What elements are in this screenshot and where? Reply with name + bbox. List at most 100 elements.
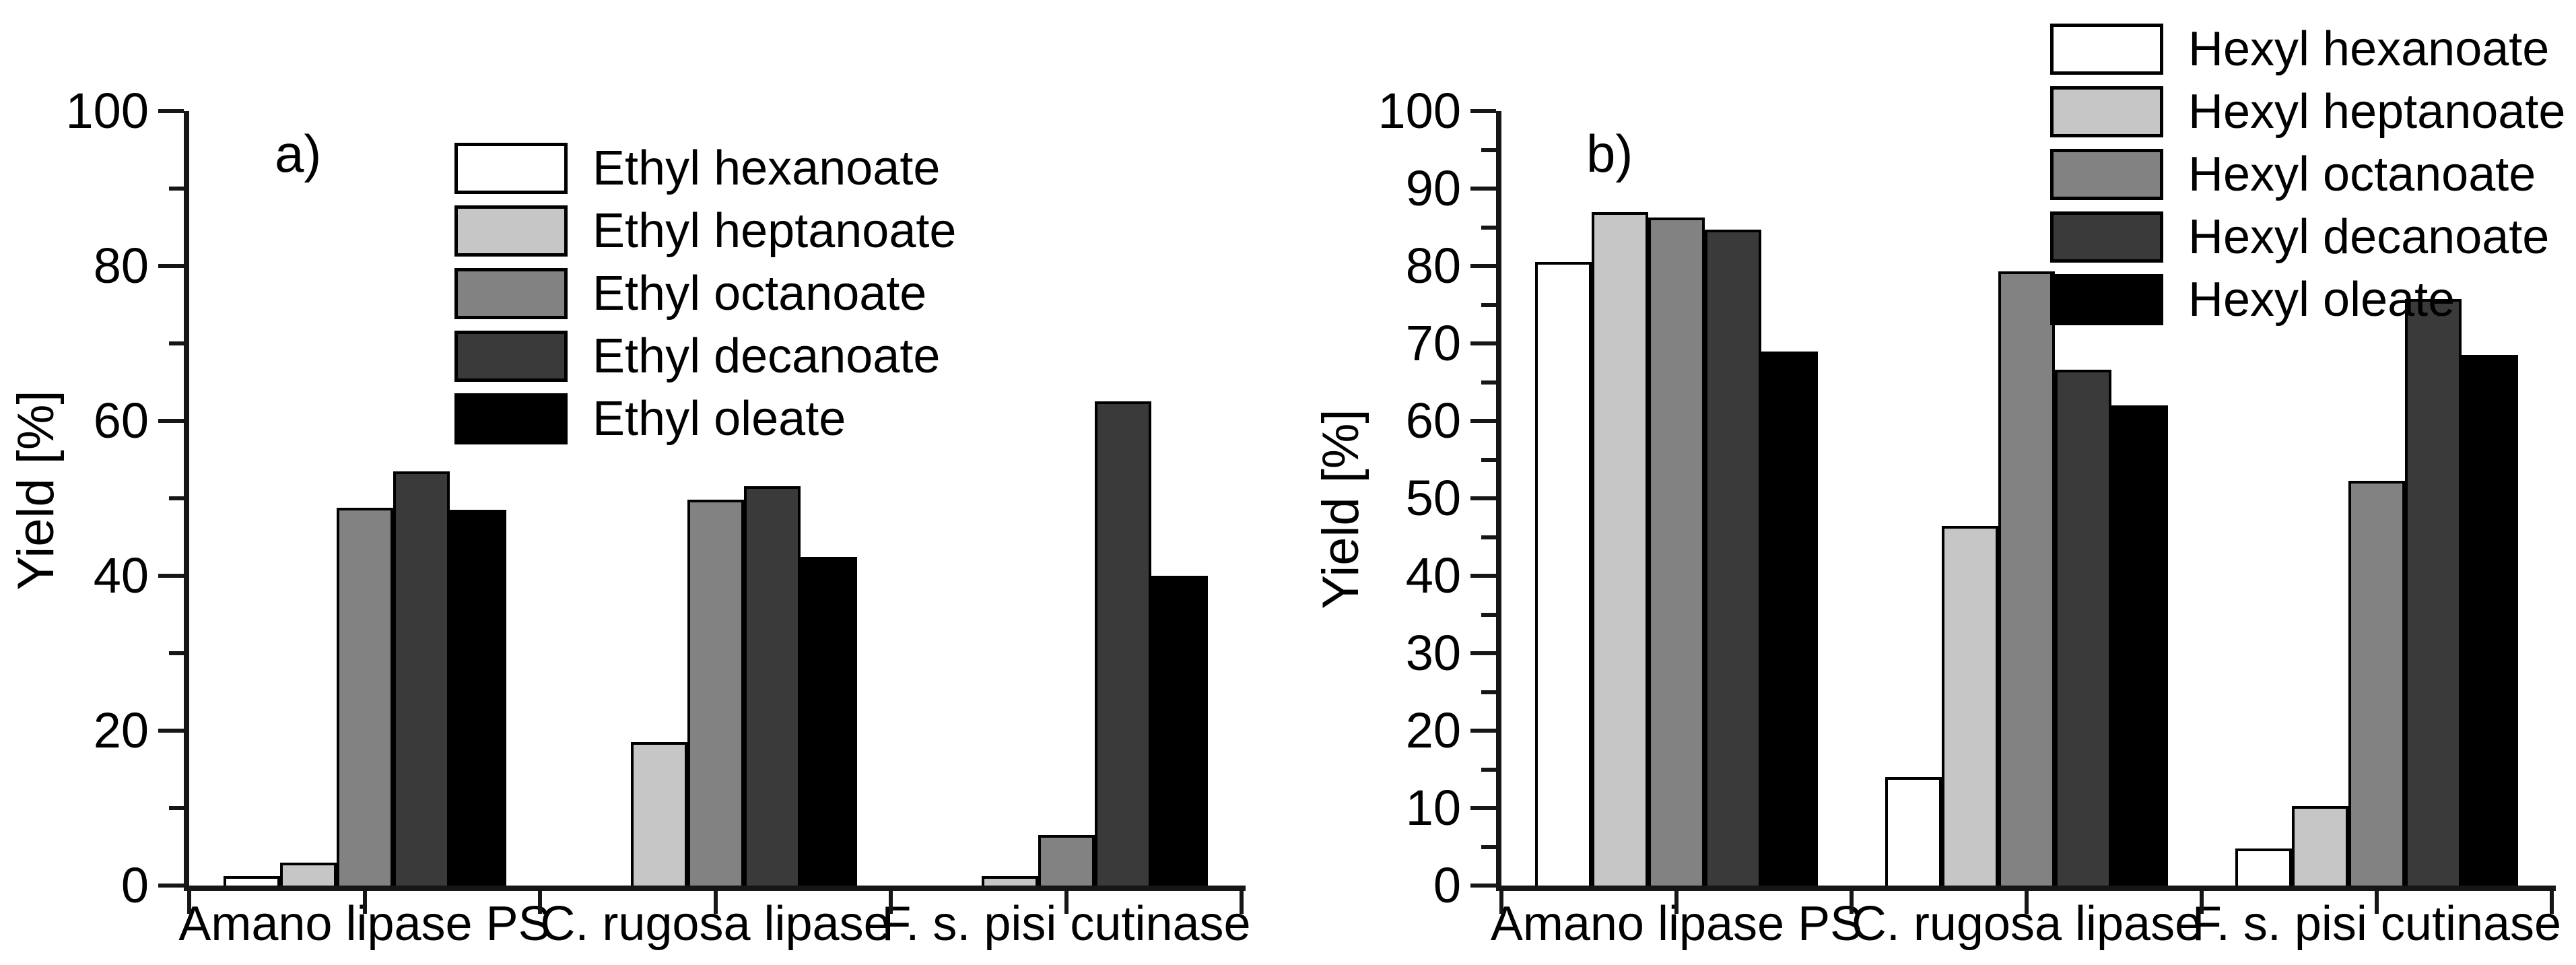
panel-letter-label: a) xyxy=(275,124,322,183)
x-tick xyxy=(1850,891,1854,914)
bar xyxy=(1535,262,1592,891)
legend-swatch xyxy=(2050,211,2163,263)
y-major-tick xyxy=(158,884,184,888)
y-major-tick xyxy=(1470,496,1496,500)
panel-letter-label: b) xyxy=(1586,124,1633,183)
legend-swatch xyxy=(454,205,568,257)
y-major-tick xyxy=(1470,419,1496,423)
legend-swatch xyxy=(2050,86,2163,137)
y-major-tick xyxy=(158,264,184,268)
x-tick xyxy=(713,891,718,914)
y-major-tick xyxy=(1470,341,1496,345)
x-tick xyxy=(2375,891,2379,914)
bar xyxy=(2348,480,2405,891)
y-minor-tick xyxy=(1481,147,1496,152)
x-axis-line xyxy=(184,886,1246,891)
x-tick xyxy=(187,891,191,914)
y-tick-label: 100 xyxy=(65,83,149,139)
y-major-tick xyxy=(1470,109,1496,113)
y-minor-tick xyxy=(1481,302,1496,307)
bar xyxy=(1648,217,1705,891)
y-major-tick xyxy=(158,109,184,113)
legend-label: Ethyl heptanoate xyxy=(592,204,957,258)
legend-swatch xyxy=(454,268,568,319)
y-axis-line xyxy=(184,111,189,891)
y-minor-tick xyxy=(169,651,184,655)
y-tick-label: 80 xyxy=(1405,238,1461,294)
y-tick-label: 70 xyxy=(1405,315,1461,371)
bar xyxy=(1592,211,1648,891)
x-tick xyxy=(1064,891,1069,914)
y-tick-label: 50 xyxy=(1405,470,1461,526)
legend-swatch xyxy=(454,143,568,194)
bar xyxy=(2235,848,2292,891)
bar xyxy=(800,557,857,891)
x-tick xyxy=(2025,891,2029,914)
x-tick xyxy=(2550,891,2554,914)
bar xyxy=(1998,271,2055,891)
y-tick-label: 40 xyxy=(93,547,149,603)
y-tick-label: 40 xyxy=(1405,547,1461,603)
y-minor-tick xyxy=(169,496,184,500)
y-minor-tick xyxy=(169,341,184,345)
y-major-tick xyxy=(1470,187,1496,191)
y-major-tick xyxy=(158,419,184,423)
bar xyxy=(393,471,450,891)
y-tick-label: 20 xyxy=(1405,702,1461,758)
bar xyxy=(2292,805,2348,891)
legend-label: Ethyl octanoate xyxy=(592,267,927,321)
y-minor-tick xyxy=(1481,690,1496,694)
y-tick-label: 0 xyxy=(121,857,149,913)
y-tick-label: 90 xyxy=(1405,160,1461,216)
bar xyxy=(1151,576,1208,891)
legend-label: Hexyl heptanoate xyxy=(2188,85,2566,139)
y-minor-tick xyxy=(1481,225,1496,230)
x-tick xyxy=(1674,891,1679,914)
legend-swatch xyxy=(2050,274,2163,325)
x-category-label: F. s. pisi cutinase xyxy=(2192,897,2562,951)
bar xyxy=(2462,355,2518,891)
y-major-tick xyxy=(1470,574,1496,578)
y-major-tick xyxy=(158,729,184,733)
bar xyxy=(1761,351,1818,891)
bar xyxy=(1038,835,1095,891)
y-minor-tick xyxy=(1481,612,1496,617)
y-major-tick xyxy=(1470,651,1496,655)
x-tick xyxy=(538,891,542,914)
legend-label: Hexyl octanoate xyxy=(2188,147,2536,201)
y-major-tick xyxy=(1470,729,1496,733)
y-major-tick xyxy=(1470,264,1496,268)
legend-label: Ethyl hexanoate xyxy=(592,141,941,195)
y-minor-tick xyxy=(169,187,184,191)
legend-label: Hexyl decanoate xyxy=(2188,210,2550,264)
legend-swatch xyxy=(454,393,568,444)
y-tick-label: 60 xyxy=(93,393,149,448)
x-tick xyxy=(2200,891,2204,914)
bar xyxy=(2111,405,2168,891)
legend-label: Hexyl oleate xyxy=(2188,273,2455,327)
bar xyxy=(336,507,393,891)
x-axis-line xyxy=(1496,886,2556,891)
y-tick-label: 60 xyxy=(1405,393,1461,448)
y-axis-line xyxy=(1496,111,1501,891)
y-minor-tick xyxy=(1481,844,1496,849)
y-tick-label: 30 xyxy=(1405,625,1461,681)
x-tick xyxy=(889,891,893,914)
bar xyxy=(449,510,506,891)
y-minor-tick xyxy=(1481,535,1496,539)
x-tick xyxy=(362,891,367,914)
y-minor-tick xyxy=(169,806,184,810)
bar xyxy=(2055,370,2111,891)
y-tick-label: 80 xyxy=(93,238,149,294)
y-tick-label: 100 xyxy=(1378,83,1461,139)
y-tick-label: 20 xyxy=(93,702,149,758)
bar xyxy=(630,742,687,891)
x-tick xyxy=(1499,891,1503,914)
bar xyxy=(1705,229,1761,891)
bar xyxy=(687,500,744,891)
legend-swatch xyxy=(2050,24,2163,75)
legend-swatch xyxy=(454,331,568,382)
y-minor-tick xyxy=(1481,380,1496,385)
legend-label: Hexyl hexanoate xyxy=(2188,22,2550,76)
